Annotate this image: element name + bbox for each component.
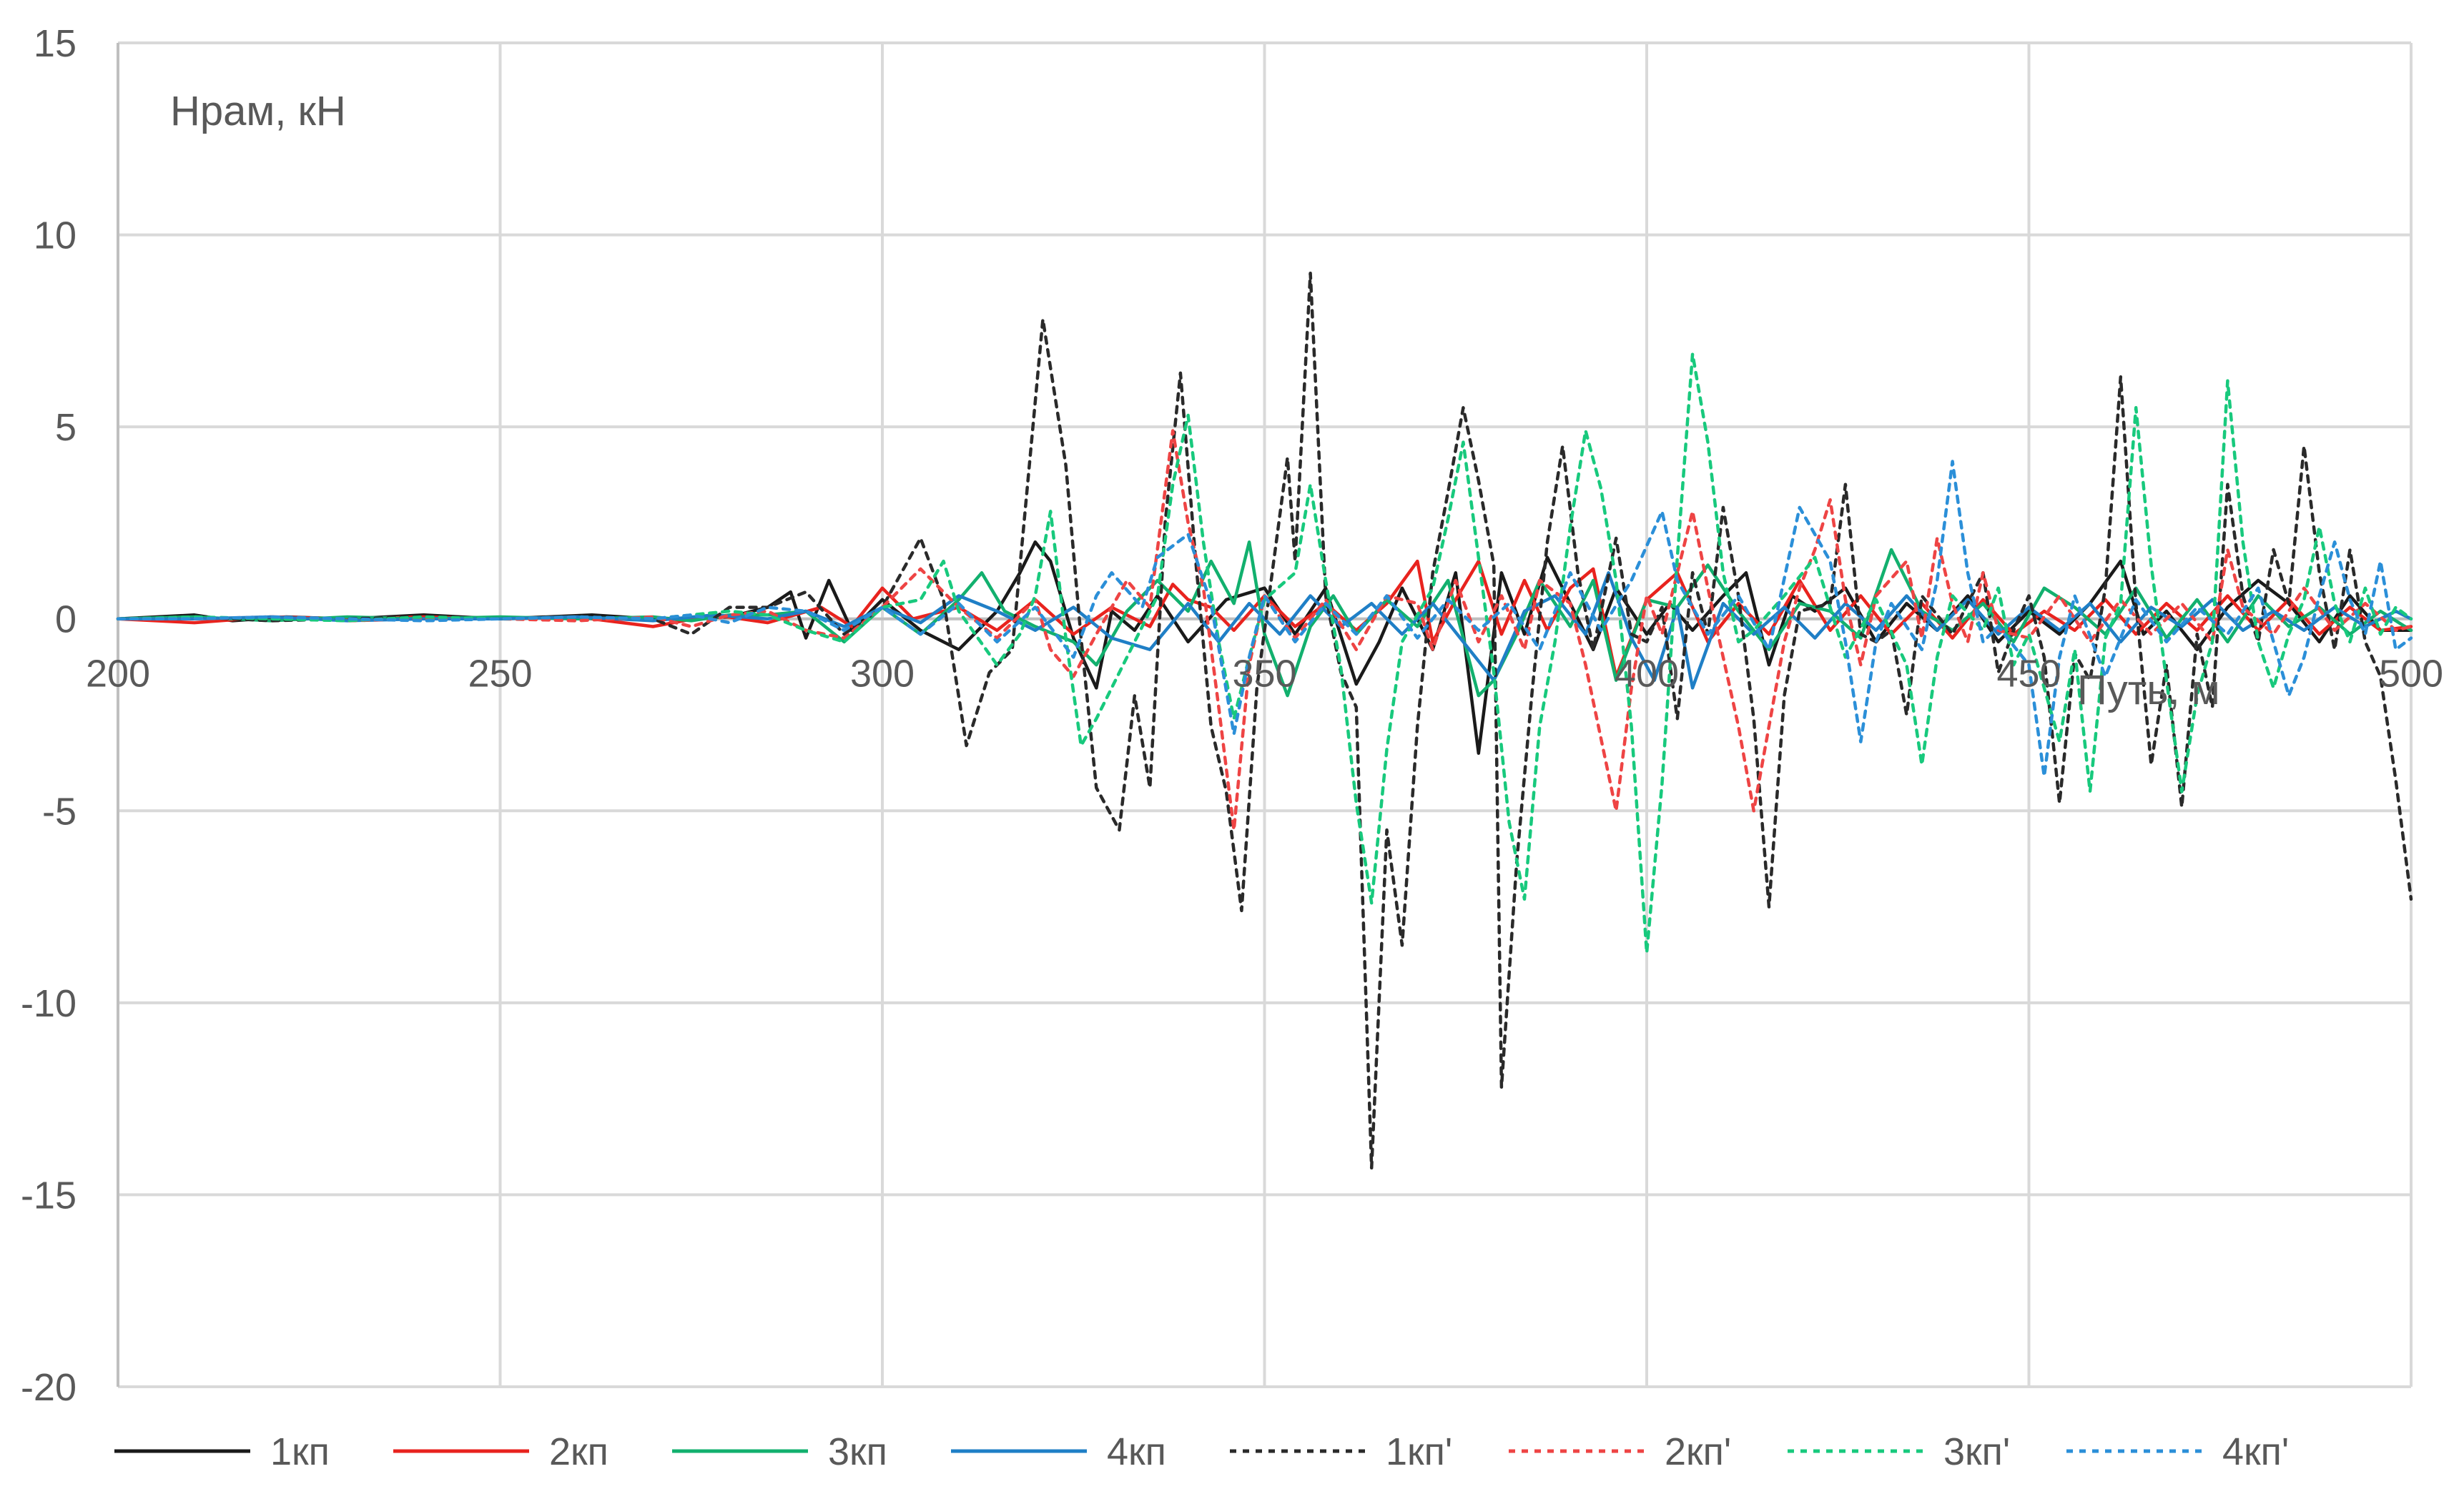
x-tick-label: 500 bbox=[2379, 653, 2443, 696]
legend-label-8: 4кп' bbox=[2222, 1430, 2289, 1473]
legend-label-2: 2кп bbox=[549, 1430, 608, 1473]
series-line-4 bbox=[116, 571, 2413, 690]
x-tick-label: 250 bbox=[468, 653, 532, 696]
y-axis-title: Нрам, кН bbox=[170, 88, 346, 134]
x-tick-label: 200 bbox=[86, 653, 150, 696]
series-line-7 bbox=[116, 352, 2413, 955]
y-tick-label: -5 bbox=[42, 790, 77, 833]
series-line-6 bbox=[116, 429, 2413, 832]
x-tick-label: 300 bbox=[850, 653, 915, 696]
x-tick-label: 400 bbox=[1615, 653, 1679, 696]
legend-label-5: 1кп' bbox=[1386, 1430, 1452, 1473]
y-tick-label: -15 bbox=[21, 1174, 77, 1217]
y-tick-label: 0 bbox=[55, 598, 77, 641]
x-tick-label: 350 bbox=[1232, 653, 1296, 696]
y-tick-label: -20 bbox=[21, 1366, 77, 1409]
legend-label-3: 3кп bbox=[828, 1430, 887, 1473]
legend-label-6: 2кп' bbox=[1665, 1430, 1731, 1473]
legend-label-1: 1кп bbox=[270, 1430, 330, 1473]
series-layer bbox=[116, 272, 2413, 1170]
legend: 1кп 2кп 3кп 4кп 1кп' 2кп' 3кп' 4кп' bbox=[114, 1430, 2289, 1473]
series-line-8 bbox=[116, 460, 2413, 778]
y-tick-label: 10 bbox=[34, 214, 77, 257]
y-tick-label: 15 bbox=[34, 22, 77, 65]
legend-label-7: 3кп' bbox=[1943, 1430, 2010, 1473]
y-tick-label: 5 bbox=[55, 406, 77, 449]
x-tick-label: 450 bbox=[1996, 653, 2061, 696]
tick-labels: 15 10 5 0 -5 -10 -15 -20 200 250 300 350 400 450 500 bbox=[21, 22, 2443, 1409]
x-axis-title: Путь, м bbox=[2077, 667, 2220, 713]
legend-label-4: 4кп bbox=[1107, 1430, 1166, 1473]
y-tick-label: -10 bbox=[21, 982, 77, 1025]
